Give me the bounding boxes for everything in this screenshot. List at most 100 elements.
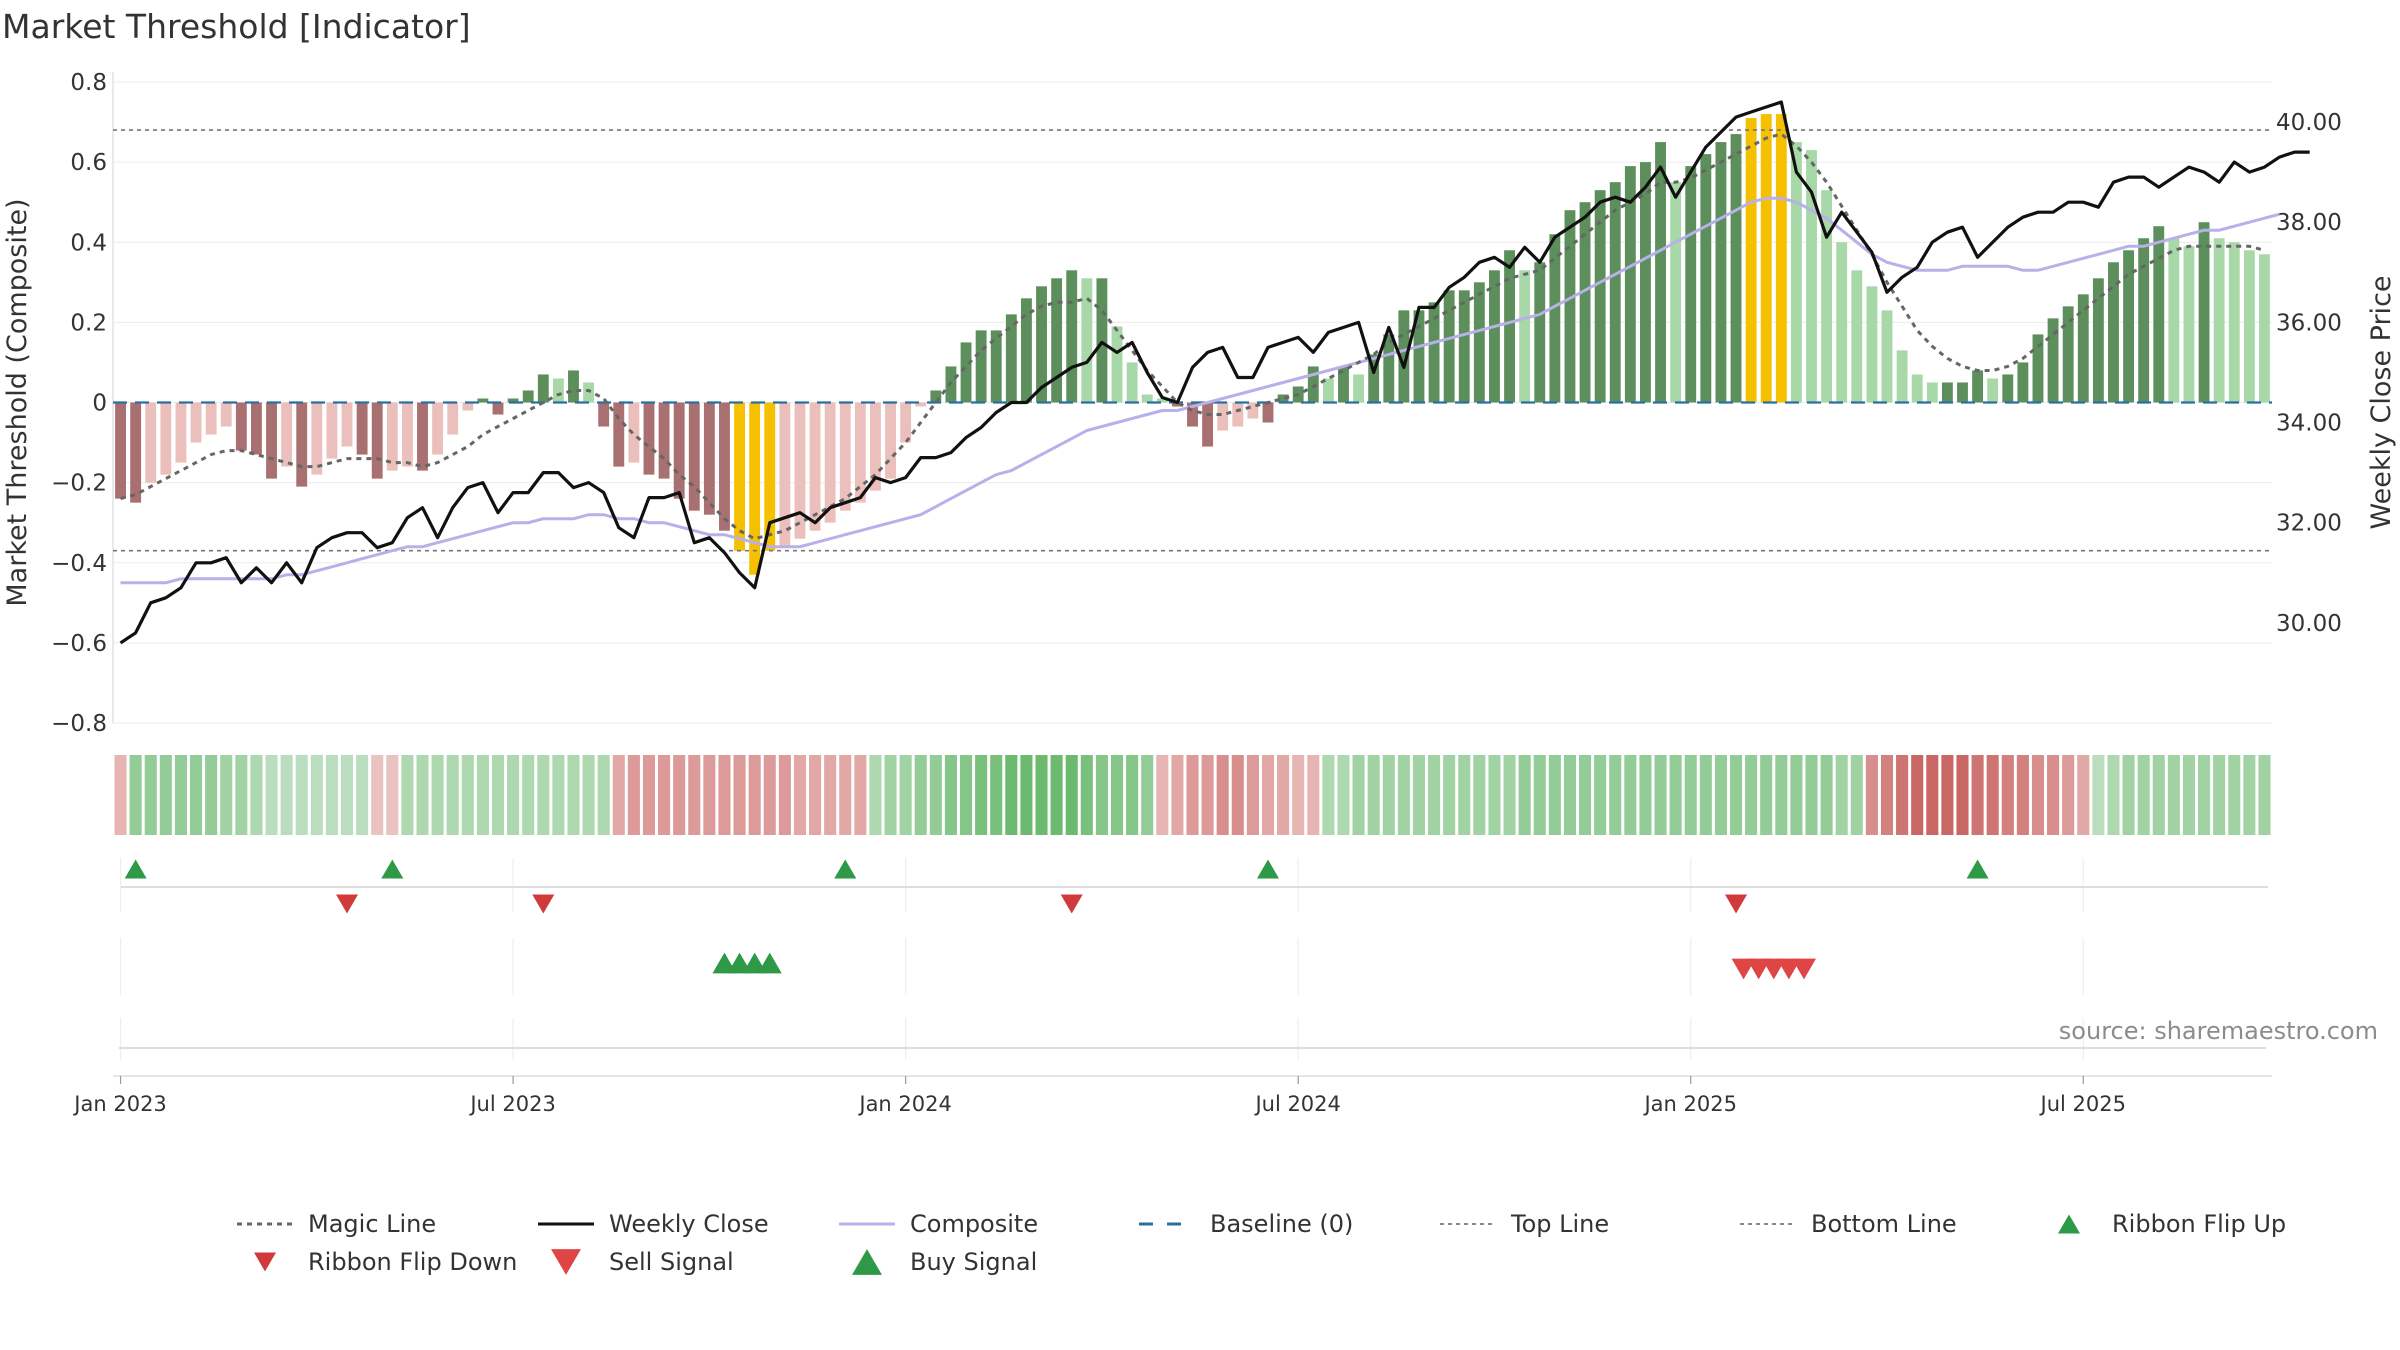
ribbon-cell (1488, 755, 1501, 835)
composite-bar (2243, 250, 2255, 403)
ribbon-cell (658, 755, 671, 835)
composite-bar (2198, 222, 2210, 403)
ribbon-flip-down-marker (1060, 894, 1083, 914)
ribbon-cell (839, 755, 852, 835)
ribbon-cell (1095, 755, 1108, 835)
composite-bar (1640, 162, 1651, 403)
ribbon-cell (2092, 755, 2105, 835)
ribbon-cell (1171, 755, 1184, 835)
ribbon-cell (174, 755, 187, 835)
ribbon-cell (2243, 755, 2256, 835)
ribbon-cell (1156, 755, 1169, 835)
composite-bar (2062, 306, 2074, 403)
composite-bar (598, 402, 610, 427)
ribbon-cell (1775, 755, 1788, 835)
ribbon-cell (1065, 755, 1078, 835)
ribbon-cell (793, 755, 806, 835)
composite-bar (311, 402, 323, 475)
composite-bar (2213, 238, 2225, 403)
left-tick-label: 0.6 (70, 150, 107, 176)
composite-bar (2108, 262, 2119, 403)
composite-bar (2047, 318, 2059, 403)
composite-line (120, 196, 2280, 585)
ribbon-cell (688, 755, 701, 835)
composite-bar (628, 402, 640, 463)
ribbon-cell (2167, 755, 2180, 835)
ribbon-cell (552, 755, 565, 835)
ribbon-cell (597, 755, 610, 835)
composite-bar (960, 342, 972, 403)
ribbon-cell (1699, 755, 1712, 835)
ribbon-flip-up-marker (1966, 859, 1989, 879)
composite-bar (205, 402, 217, 435)
ribbon-cell (2182, 755, 2196, 835)
ribbon-cell (1080, 755, 1093, 835)
composite-bar (1141, 394, 1153, 403)
composite-bar (990, 330, 1002, 403)
ribbon-cell (2198, 755, 2211, 835)
buy-signal-marker (712, 952, 737, 974)
ribbon-cell (1216, 755, 1229, 835)
buy-signal-marker (742, 952, 767, 974)
composite-bar (145, 402, 157, 483)
composite-bar (1473, 282, 1485, 403)
composite-bar (1081, 278, 1093, 403)
left-tick-label: 0.8 (70, 70, 107, 96)
composite-bar (1202, 402, 1214, 447)
ribbon-cell (1428, 755, 1441, 835)
composite-bar (1458, 290, 1470, 403)
ribbon-cell (476, 755, 489, 835)
ribbon-cell (990, 755, 1003, 835)
composite-bar (115, 402, 126, 499)
left-tick-label: −0.2 (51, 471, 107, 497)
composite-bar (1534, 262, 1546, 403)
legend-item-sell: Sell Signal (551, 1248, 734, 1276)
composite-bar (900, 402, 912, 443)
composite-bar (1171, 402, 1183, 407)
ribbon-cell (1669, 755, 1682, 835)
composite-bar (462, 402, 474, 411)
composite-bar (1579, 202, 1591, 403)
ribbon-cell (295, 755, 308, 835)
composite-bar (1036, 286, 1047, 403)
buy-signal-marker (757, 952, 782, 974)
ribbon-cell (1850, 755, 1863, 835)
composite-bar (386, 402, 398, 471)
right-tick-label: 34.00 (2276, 411, 2342, 437)
ribbon-cell (1986, 755, 1999, 835)
ribbon-cell (809, 755, 822, 835)
composite-bar (522, 390, 534, 403)
ribbon-cell (2213, 755, 2226, 835)
left-tick-label: −0.8 (51, 711, 107, 737)
ribbon-cell (1594, 755, 1607, 835)
composite-bar (1111, 326, 1123, 403)
source-label: source: sharemaestro.com (2059, 1017, 2378, 1045)
composite-bar (507, 398, 519, 403)
x-tick-label: Jan 2023 (72, 1092, 167, 1116)
ribbon-cell (748, 755, 761, 835)
composite-bar (870, 402, 881, 491)
ribbon-cell (2107, 755, 2120, 835)
composite-bar (1790, 142, 1802, 403)
ribbon-cell (235, 755, 248, 835)
ribbon-cell (944, 755, 957, 835)
legend-label: Bottom Line (1811, 1210, 1957, 1238)
legend-label: Ribbon Flip Down (308, 1248, 517, 1276)
ribbon-cell (1956, 755, 1969, 835)
legend-label: Composite (910, 1210, 1038, 1238)
ribbon-cell (1337, 755, 1350, 835)
composite-bar (1066, 270, 1078, 403)
ribbon-cell (1367, 755, 1380, 835)
legend-item-flip-down: Ribbon Flip Down (254, 1248, 517, 1276)
ribbon-cell (1911, 755, 1924, 835)
ribbon-cell (1458, 755, 1471, 835)
composite-bar (266, 402, 277, 479)
composite-bar (794, 402, 806, 539)
legend-label: Magic Line (308, 1210, 436, 1238)
ribbon-cell (340, 755, 354, 835)
composite-bar (1126, 362, 1138, 403)
ribbon-cell (446, 755, 459, 835)
ribbon-cell (718, 755, 731, 835)
ribbon-cell (1639, 755, 1652, 835)
composite-bar (190, 402, 202, 443)
